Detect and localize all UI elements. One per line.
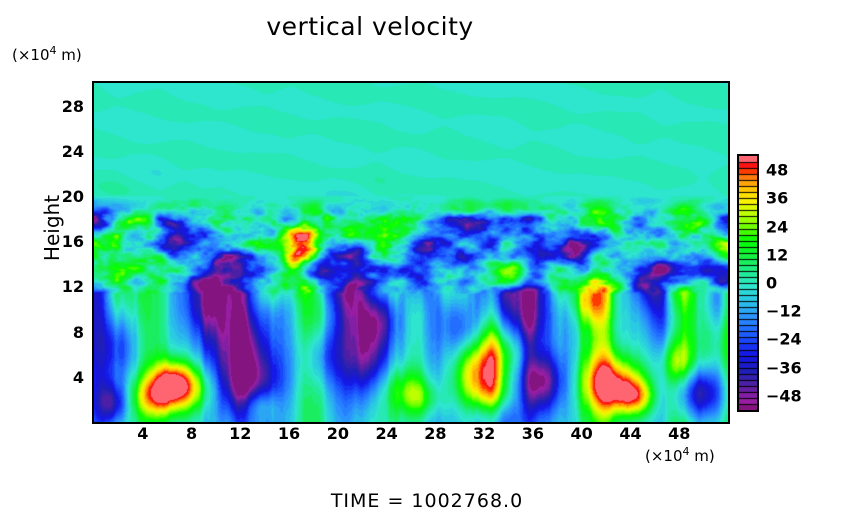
x-tick-label: 32 [473,424,496,443]
vertical-velocity-field [94,83,728,422]
colorbar [737,154,759,412]
x-tick-label: 8 [185,424,198,443]
y-unit-exponent: 4 [49,44,57,57]
colorbar-tick-label: −12 [766,301,802,321]
y-tick-label: 4 [72,367,84,387]
colorbar-tick-labels: 48 36 24 12 0 −12 −24 −36 −48 [766,154,836,412]
colorbar-tick-label: 24 [766,217,789,237]
y-tick-label: 28 [61,96,84,116]
y-tick-label: 12 [61,277,84,297]
colorbar-tick-label: −24 [766,329,802,349]
page-title: vertical velocity [266,12,474,41]
y-unit-prefix: (×10 [12,46,50,64]
y-tick-label: 8 [72,322,84,342]
colorbar-tick-label: 12 [766,245,789,265]
colorbar-tick-label: 0 [766,273,778,293]
x-tick-label: 4 [137,424,149,443]
x-unit-suffix: m) [689,447,715,465]
y-tick-label: 24 [61,141,84,161]
x-tick-label: 36 [521,424,545,443]
x-tick-label: 12 [229,424,252,443]
y-tick-label: 20 [61,187,84,206]
x-tick-label: 44 [619,424,642,443]
y-tick-label: 16 [61,232,84,252]
colorbar-tick-label: 48 [766,160,789,180]
time-footer: TIME = 1002768.0 [330,490,524,512]
x-unit-prefix: (×10 [645,447,683,465]
colorbar-gradient [739,156,757,410]
x-tick-label: 40 [570,424,593,443]
colorbar-tick-label: −36 [766,358,802,378]
x-tick-label: 48 [668,424,691,443]
x-unit-exponent: 4 [682,445,690,458]
colorbar-tick-label: 36 [766,188,789,208]
y-axis-unit-label: (×104 m) [12,44,82,64]
heatmap-plot-area [92,81,730,424]
x-tick-label: 24 [375,424,398,443]
x-tick-label: 20 [326,424,349,443]
x-tick-label: 16 [277,424,301,443]
x-axis-unit-label: (×104 m) [645,445,715,465]
y-unit-suffix: m) [56,46,82,64]
colorbar-tick-label: −48 [766,386,802,406]
x-tick-label: 28 [424,424,447,443]
y-axis-tick-labels: 4 8 12 16 20 24 28 [40,0,84,519]
